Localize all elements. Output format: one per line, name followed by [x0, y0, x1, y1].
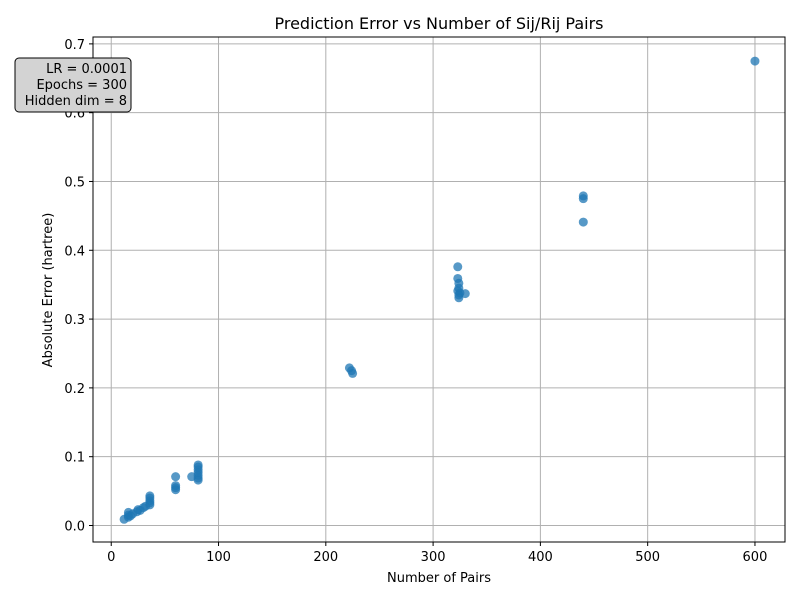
- data-point: [348, 368, 358, 378]
- y-tick-label: 0.7: [64, 38, 85, 53]
- data-point: [145, 491, 155, 501]
- points-layer: [119, 56, 760, 524]
- x-tick-label: 500: [635, 550, 660, 565]
- y-axis-label: Absolute Error (hartree): [41, 213, 56, 368]
- annotation-line-epochs: Epochs = 300: [36, 78, 127, 93]
- x-tick-label: 0: [107, 550, 115, 565]
- data-point: [454, 293, 464, 303]
- data-point: [750, 56, 760, 66]
- y-tick-label: 0.1: [64, 451, 85, 466]
- annotation-box: LR = 0.0001 Epochs = 300 Hidden dim = 8: [14, 57, 132, 113]
- data-point: [453, 262, 463, 272]
- x-axis-label: Number of Pairs: [387, 571, 491, 586]
- x-tick-label: 300: [421, 550, 446, 565]
- ticks-layer: 0 100 200 300 400 500 6000.00.10.20.30.40.50.6…: [64, 38, 767, 565]
- annotation-line-lr: LR = 0.0001: [46, 62, 127, 77]
- y-tick-label: 0.0: [64, 519, 85, 534]
- x-tick-label: 600: [743, 550, 768, 565]
- y-tick-label: 0.5: [64, 175, 85, 190]
- x-tick-label: 200: [313, 550, 338, 565]
- chart-title: Prediction Error vs Number of Sij/Rij Pa…: [274, 14, 603, 33]
- data-point: [171, 481, 181, 491]
- x-tick-label: 100: [206, 550, 231, 565]
- plot-area-frame: [92, 36, 786, 543]
- annotation-line-hidden-dim: Hidden dim = 8: [25, 94, 127, 109]
- y-tick-label: 0.4: [64, 244, 85, 259]
- data-point: [578, 217, 588, 227]
- data-point: [171, 472, 181, 482]
- y-tick-label: 0.3: [64, 313, 85, 328]
- y-tick-label: 0.2: [64, 382, 85, 397]
- x-tick-label: 400: [528, 550, 553, 565]
- grid-layer: [93, 37, 785, 542]
- data-point: [460, 289, 470, 299]
- annotation-background: [14, 57, 132, 113]
- data-point: [578, 194, 588, 204]
- data-point: [193, 460, 203, 470]
